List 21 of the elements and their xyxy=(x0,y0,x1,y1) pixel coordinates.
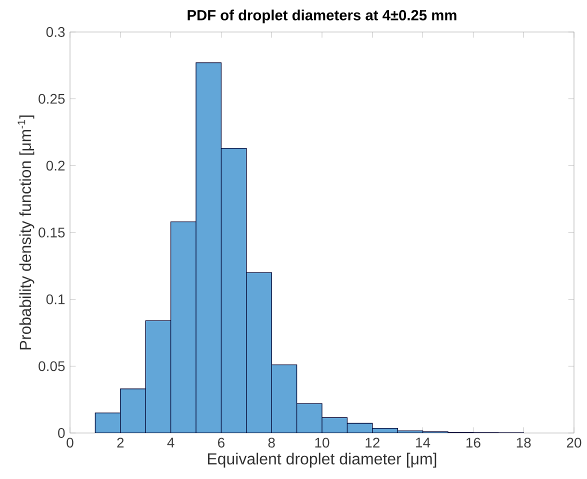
x-tick-label: 18 xyxy=(516,438,531,448)
x-tick-label: 16 xyxy=(466,438,480,448)
y-tick-label: 0.05 xyxy=(38,361,65,372)
y-tick-label: 0.3 xyxy=(46,27,65,37)
y-axis-title: Probability density function [μm$^{-1}$] xyxy=(18,115,34,350)
x-tick-label: 14 xyxy=(416,438,430,448)
x-tick-label: 0 xyxy=(66,438,74,448)
x-tick-label: 8 xyxy=(268,438,275,448)
x-tick-label: 20 xyxy=(566,438,582,448)
y-tick-label: 0.15 xyxy=(38,228,65,238)
x-tick-label: 12 xyxy=(366,438,380,448)
y-tick-label: 0 xyxy=(58,428,65,438)
y-tick-label: 0.1 xyxy=(46,294,65,304)
x-tick-label: 4 xyxy=(167,438,174,448)
chart-title: PDF of droplet diameters at 4±0.25 mm xyxy=(188,10,456,24)
x-axis-title: Equivalent droplet diameter [μm] xyxy=(208,452,436,468)
y-tick-label: 0.25 xyxy=(38,94,65,104)
x-tick-label: 6 xyxy=(218,438,224,448)
y-tick-label: 0.2 xyxy=(46,160,65,171)
x-tick-label: 2 xyxy=(117,438,124,448)
x-tick-label: 10 xyxy=(315,438,330,448)
